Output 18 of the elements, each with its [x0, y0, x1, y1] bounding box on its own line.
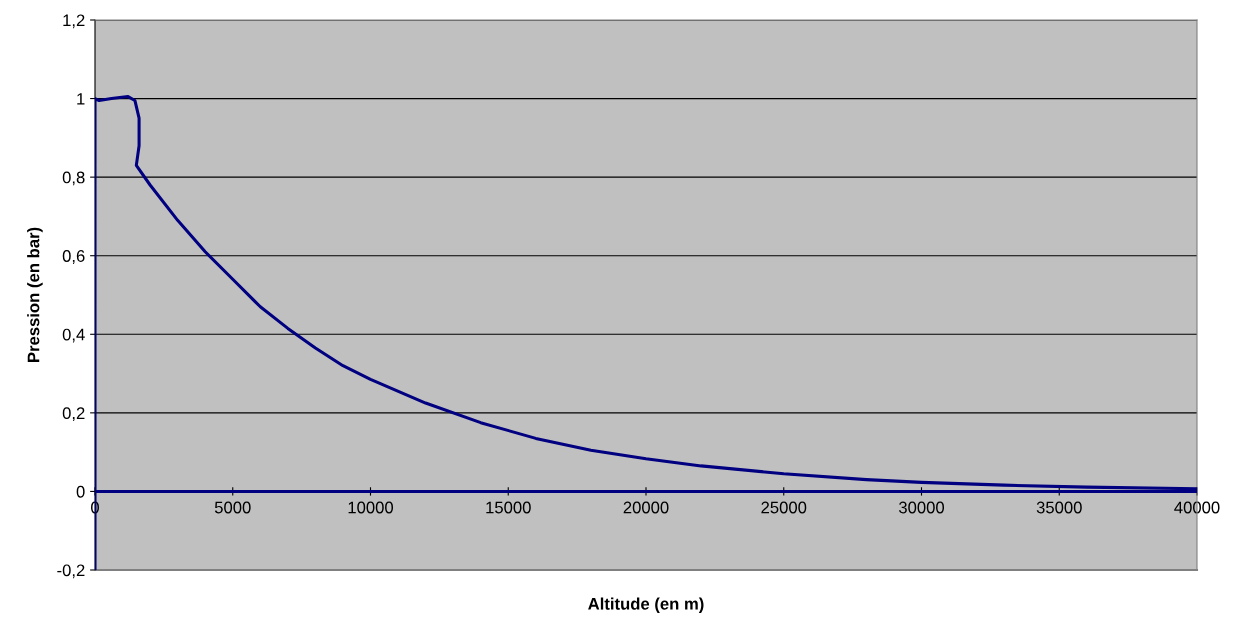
y-tick-label: 0,2 — [62, 407, 85, 422]
y-tick-label: 0,8 — [62, 171, 85, 186]
y-tick-label: 1 — [77, 93, 85, 105]
y-axis-title: Pression (en bar) — [27, 227, 43, 362]
y-tick-label: 0,6 — [62, 250, 85, 264]
x-tick-label: 10000 — [348, 501, 394, 514]
x-tick-label: 15000 — [486, 501, 531, 514]
y-tick-label: 0 — [76, 485, 85, 498]
x-tick-label: 40000 — [1174, 501, 1220, 514]
y-tick-label: 1,2 — [63, 14, 85, 29]
x-tick-label: 5000 — [214, 501, 251, 514]
x-tick-label: 25000 — [761, 501, 807, 514]
x-tick-label: 20000 — [623, 501, 669, 514]
x-tick-label: 35000 — [1036, 501, 1082, 514]
x-tick-label: 30000 — [898, 501, 945, 514]
y-tick-label: -0,2 — [57, 564, 85, 579]
y-tick-label: 0,4 — [62, 328, 85, 343]
x-axis-title: Altitude (en m) — [588, 597, 704, 614]
